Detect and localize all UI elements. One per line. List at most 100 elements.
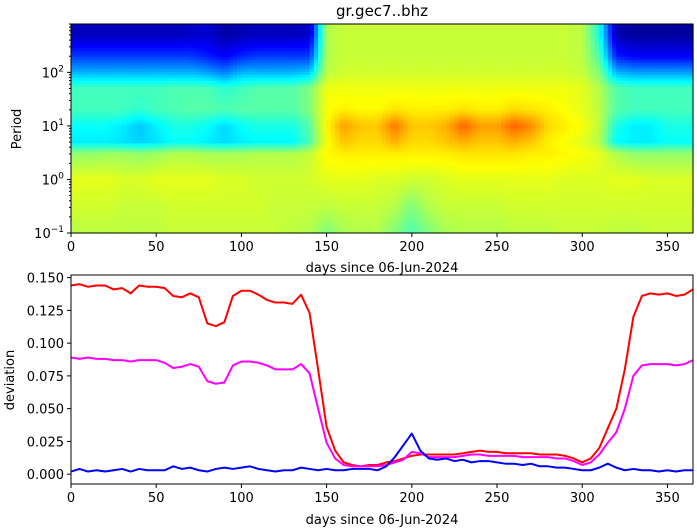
heatmap-cell bbox=[620, 101, 626, 106]
heatmap-cell bbox=[309, 32, 315, 37]
heatmap-cell bbox=[305, 77, 311, 82]
heatmap-cell bbox=[71, 65, 76, 70]
heatmap-cell bbox=[590, 119, 596, 124]
heatmap-cell bbox=[296, 26, 302, 31]
heatmap-cell bbox=[407, 116, 413, 121]
heatmap-cell bbox=[360, 41, 366, 46]
heatmap-cell bbox=[573, 47, 579, 52]
heatmap-cell bbox=[301, 116, 306, 121]
heatmap-cell bbox=[386, 104, 392, 109]
heatmap-cell bbox=[471, 110, 477, 115]
heatmap-cell bbox=[151, 32, 157, 37]
heatmap-cell bbox=[113, 86, 119, 91]
heatmap-cell bbox=[539, 59, 545, 64]
heatmap-cell bbox=[650, 74, 656, 79]
heatmap-cell bbox=[322, 24, 328, 28]
heatmap-cell bbox=[105, 56, 110, 61]
heatmap-cell bbox=[143, 101, 149, 106]
heatmap-cell bbox=[249, 41, 255, 46]
heatmap-cell bbox=[147, 89, 153, 94]
heatmap-cell bbox=[424, 80, 430, 85]
heatmap-cell bbox=[96, 95, 102, 100]
heatmap-cell bbox=[454, 77, 460, 82]
heatmap-cell bbox=[88, 32, 93, 37]
heatmap-cell bbox=[505, 47, 511, 52]
heatmap-cell bbox=[207, 86, 213, 91]
heatmap-cell bbox=[505, 83, 511, 88]
heatmap-cell bbox=[548, 116, 554, 121]
heatmap-cell bbox=[522, 32, 528, 37]
heatmap-cell bbox=[288, 32, 294, 37]
heatmap-cell bbox=[245, 122, 251, 127]
heatmap-cell bbox=[535, 95, 541, 100]
heatmap-cell bbox=[198, 24, 204, 28]
heatmap-cell bbox=[237, 89, 243, 94]
heatmap-cell bbox=[339, 113, 345, 118]
heatmap-cell bbox=[531, 116, 536, 121]
heatmap-cell bbox=[352, 50, 358, 55]
heatmap-cell bbox=[211, 26, 217, 31]
heatmap-cell bbox=[105, 107, 110, 112]
heatmap-cell bbox=[641, 29, 647, 34]
heatmap-cell bbox=[582, 77, 588, 82]
heatmap-cell bbox=[164, 83, 170, 88]
heatmap-cell bbox=[232, 107, 238, 112]
heatmap-cell bbox=[88, 26, 93, 31]
heatmap-cell bbox=[377, 95, 383, 100]
heatmap-cell bbox=[164, 74, 170, 79]
heatmap-cell bbox=[224, 44, 230, 49]
heatmap-cell bbox=[654, 32, 660, 37]
heatmap-cell bbox=[394, 98, 400, 103]
heatmap-cell bbox=[88, 122, 93, 127]
heatmap-cell bbox=[343, 80, 349, 85]
heatmap-cell bbox=[450, 86, 456, 91]
heatmap-cell bbox=[143, 29, 149, 34]
heatmap-cell bbox=[688, 116, 694, 121]
heatmap-cell bbox=[582, 95, 588, 100]
heatmap-cell bbox=[228, 83, 234, 88]
heatmap-cell bbox=[475, 68, 481, 73]
heatmap-cell bbox=[497, 62, 502, 67]
heatmap-cell bbox=[688, 26, 694, 31]
heatmap-cell bbox=[416, 35, 421, 40]
heatmap-cell bbox=[109, 38, 115, 43]
heatmap-cell bbox=[96, 38, 102, 43]
heatmap-cell bbox=[497, 101, 502, 106]
heatmap-cell bbox=[151, 65, 157, 70]
heatmap-cell bbox=[394, 110, 400, 115]
heatmap-cell bbox=[139, 74, 145, 79]
heatmap-cell bbox=[612, 83, 617, 88]
heatmap-cell bbox=[607, 44, 613, 49]
heatmap-cell bbox=[411, 59, 417, 64]
heatmap-cell bbox=[612, 80, 617, 85]
heatmap-cell bbox=[160, 65, 166, 70]
heatmap-cell bbox=[168, 62, 174, 67]
heatmap-cell bbox=[450, 62, 456, 67]
heatmap-cell bbox=[399, 71, 404, 76]
heatmap-cell bbox=[335, 116, 340, 121]
heatmap-cell bbox=[518, 116, 524, 121]
heatmap-cell bbox=[177, 125, 183, 130]
heatmap-cell bbox=[377, 113, 383, 118]
heatmap-cell bbox=[262, 44, 268, 49]
heatmap-cell bbox=[284, 62, 289, 67]
heatmap-cell bbox=[224, 95, 230, 100]
heatmap-cell bbox=[454, 35, 460, 40]
heatmap-cell bbox=[117, 29, 123, 34]
heatmap-cell bbox=[79, 68, 85, 73]
heatmap-cell bbox=[416, 56, 421, 61]
heatmap-cell bbox=[88, 101, 93, 106]
heatmap-cell bbox=[237, 101, 243, 106]
heatmap-cell bbox=[654, 77, 660, 82]
heatmap-cell bbox=[198, 26, 204, 31]
heatmap-cell bbox=[475, 38, 481, 43]
heatmap-cell bbox=[411, 110, 417, 115]
heatmap-cell bbox=[607, 41, 613, 46]
heatmap-cell bbox=[565, 68, 571, 73]
heatmap-cell bbox=[330, 53, 336, 58]
heatmap-cell bbox=[624, 53, 630, 58]
heatmap-cell bbox=[318, 59, 323, 64]
heatmap-cell bbox=[339, 101, 345, 106]
heatmap-cell bbox=[467, 41, 473, 46]
heatmap-cell bbox=[582, 71, 588, 76]
